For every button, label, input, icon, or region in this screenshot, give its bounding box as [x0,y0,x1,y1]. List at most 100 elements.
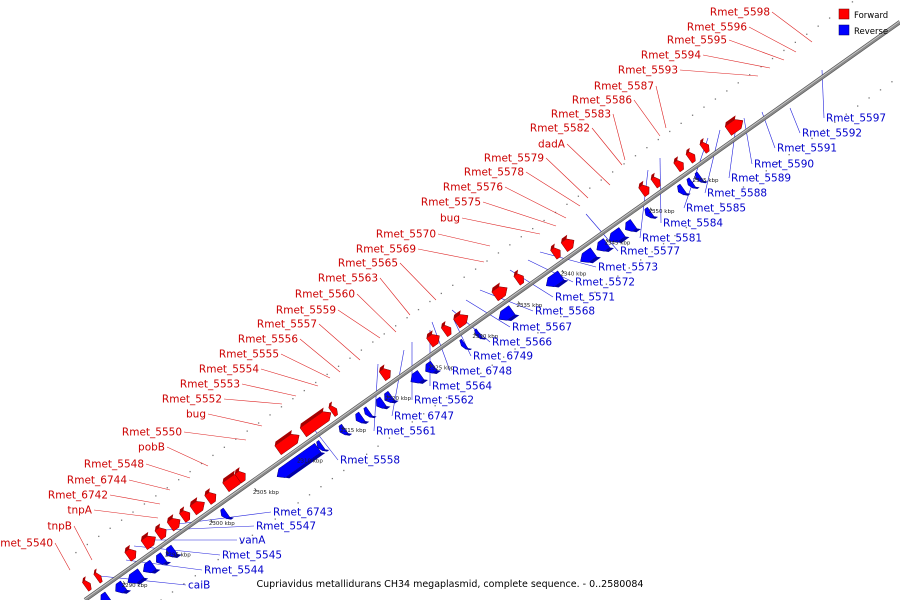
guide-dot [457,388,459,391]
kbp-ticks: 2290 kbp 2295 kbp 2300 kbp 2305 kbp 2310 kbp… [122,176,719,589]
forward-gene-2-top-face [93,568,97,575]
forward-genes [81,115,744,592]
reverse-gene-23-body [608,227,626,243]
guide-dot [708,210,710,212]
guide-dot [657,138,659,141]
forward-label-8-leader [612,113,626,161]
reverse-label-29: caiB [188,580,210,592]
guide-dot [303,389,305,392]
reverse-gene-15 [410,370,428,384]
forward-label-20-leader [356,293,397,333]
kbp-tick-label: 2355 kbp [693,178,719,184]
reverse-gene-10-body [338,423,349,436]
kbp-tick-mark [429,363,433,368]
forward-gene-17-body [440,324,452,338]
forward-gene-28-top-face [725,115,736,127]
reverse-gene-4-top-face [150,569,161,574]
reverse-label-28: Rmet_5544 [204,565,264,577]
kbp-tick-mark [298,456,302,461]
reverse-gene-18 [474,328,487,340]
forward-label-10: dadA [538,139,566,151]
legend-reverse-swatch [838,24,850,36]
reverse-label-17: Rmet_6749 [473,351,533,363]
forward-gene-4-top-face [140,531,149,541]
guide-dot [828,17,831,19]
reverse-gene-18-body [474,328,483,340]
reverse-label-4: Rmet_5590 [754,159,814,171]
guide-dot [566,203,568,205]
reverse-gene-14-top-face [390,400,399,404]
guide-dot [274,518,276,520]
guide-dot [857,105,859,107]
guide-dot [726,90,728,92]
forward-gene-16-top-face [426,330,433,339]
reverse-gene-20 [545,270,569,288]
forward-gene-19 [491,282,508,302]
guide-dot [754,178,756,180]
forward-gene-24 [650,172,661,189]
forward-gene-25-body [673,160,684,173]
guide-dot [731,194,733,196]
forward-gene-26-body [685,151,696,164]
guide-dot [474,268,477,270]
guide-dot [799,145,802,148]
forward-gene-22-top-face [561,234,568,243]
reverse-gene-6 [165,544,182,558]
reverse-gene-8-top-face [285,452,326,479]
forward-gene-13-body [299,411,332,438]
kbp-tick-mark [561,269,565,274]
forward-label-35: tnpB [47,521,72,533]
forward-label-17: Rmet_5569 [356,244,416,256]
forward-label-12: Rmet_5578 [464,167,524,179]
guide-dot [257,422,260,424]
reverse-gene-4 [142,559,161,574]
guide-dot [360,349,363,351]
forward-gene-2-body [93,572,103,584]
forward-label-27-leader [223,398,283,405]
guide-dot [811,137,813,140]
kbp-tick-label: 2350 kbp [649,209,675,215]
forward-gene-14 [328,401,338,417]
guide-dot [235,438,237,440]
guide-dot [246,430,248,432]
kbp-tick-mark [605,238,609,243]
guide-dot [703,106,705,108]
guide-dot [480,372,482,374]
kbp-tick-mark [517,301,521,305]
forward-gene-13-top-face [300,407,324,428]
forward-label-3: Rmet_5595 [667,35,727,47]
sequence-backbone [83,20,900,600]
forward-gene-9-top-face [204,488,210,496]
reverse-gene-9 [316,440,330,452]
reverse-gene-1-body [100,591,112,600]
forward-gene-4-body [140,535,156,550]
forward-label-24-leader [280,353,331,379]
reverse-gene-19 [498,305,520,322]
guide-dot [600,179,602,181]
reverse-label-25: Rmet_5547 [256,521,316,533]
guide-dot [297,502,299,504]
guide-dot [806,33,808,35]
guide-dot [582,299,585,302]
legend-forward-label: Forward [854,11,888,21]
reverse-gene-2-top-face [122,589,132,594]
reverse-label-10: Rmet_5577 [620,246,680,258]
reverse-gene-19-top-face [506,314,520,322]
forward-gene-27-top-face [699,137,704,145]
forward-label-20: Rmet_5560 [295,289,355,301]
guide-dot [200,462,203,465]
kbp-tick-mark [693,176,697,180]
guide-dot [537,332,539,334]
reverse-label-1: Rmet_5597 [826,113,886,125]
guide-dot [532,227,534,230]
guide-dot [463,276,465,278]
forward-label-2: Rmet_5596 [687,22,747,34]
kbp-tick-mark [166,550,170,555]
guide-dot [217,558,219,561]
forward-gene-12 [274,430,300,456]
forward-label-9: Rmet_5582 [530,123,590,135]
guide-dot [166,487,168,489]
guide-dot [543,219,545,222]
forward-label-27: Rmet_5552 [162,394,222,406]
